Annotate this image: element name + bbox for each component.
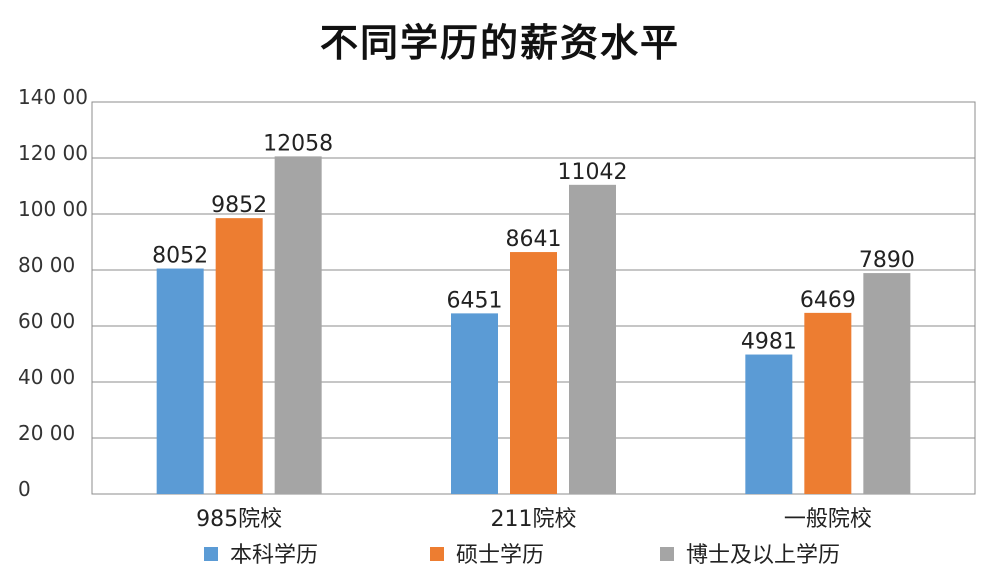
y-tick-label: 140 00	[18, 85, 88, 109]
bar-2-2	[510, 252, 557, 494]
data-label: 6469	[800, 288, 856, 313]
y-tick-label: 0	[18, 477, 31, 501]
bar-1-3	[745, 354, 793, 494]
legend-swatch	[660, 547, 674, 561]
x-category-label: 一般院校	[784, 507, 872, 532]
legend-label: 本科学历	[230, 543, 318, 568]
legend-swatch	[430, 547, 444, 561]
data-label: 7890	[859, 248, 915, 273]
y-tick-label: 100 00	[18, 197, 88, 221]
bar-2-3	[804, 312, 852, 494]
bar-1-1	[156, 268, 204, 494]
data-label: 8641	[506, 227, 562, 252]
y-tick-label: 40 00	[18, 365, 75, 389]
legend-label: 硕士学历	[456, 543, 544, 568]
bar-3-3	[863, 273, 911, 494]
legend-swatch	[204, 547, 218, 561]
legend-label: 博士及以上学历	[686, 543, 840, 568]
x-category-label: 985院校	[196, 507, 282, 532]
y-tick-label: 80 00	[18, 253, 75, 277]
data-label: 11042	[558, 160, 628, 185]
chart-title: 不同学历的薪资水平	[319, 21, 680, 65]
bar-2-1	[215, 218, 263, 495]
bar-1-2	[451, 313, 498, 494]
data-label: 8052	[152, 244, 208, 269]
y-tick-label: 20 00	[18, 421, 75, 445]
data-label: 6451	[447, 288, 503, 313]
bar-3-1	[274, 156, 322, 494]
data-label: 4981	[741, 330, 797, 355]
y-tick-label: 60 00	[18, 309, 75, 333]
data-label: 9852	[211, 193, 267, 218]
y-tick-label: 120 00	[18, 141, 88, 165]
data-label: 12058	[263, 131, 333, 156]
x-category-label: 211院校	[491, 507, 577, 532]
bar-3-2	[569, 184, 616, 494]
